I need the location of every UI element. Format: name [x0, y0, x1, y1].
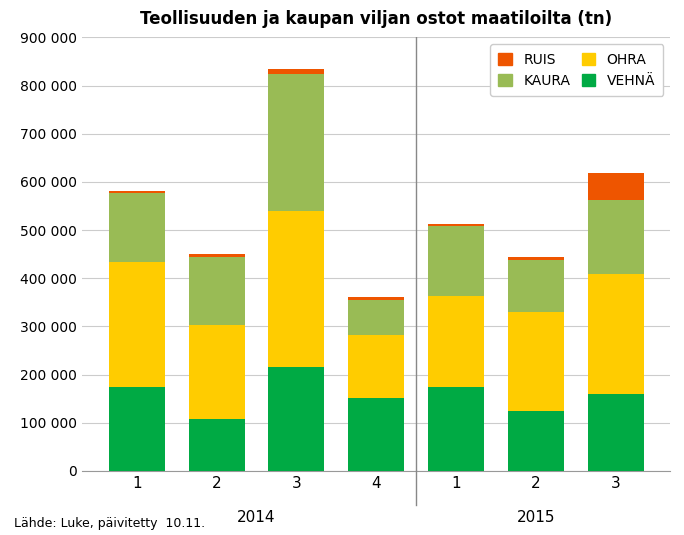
- Bar: [428, 296, 484, 386]
- Bar: [109, 194, 165, 262]
- Bar: [268, 68, 324, 73]
- Bar: [588, 173, 644, 200]
- Bar: [268, 211, 324, 367]
- Bar: [428, 224, 484, 226]
- Bar: [508, 260, 564, 312]
- Bar: [508, 411, 564, 471]
- Bar: [109, 262, 165, 386]
- Bar: [348, 398, 404, 471]
- Title: Teollisuuden ja kaupan viljan ostot maatiloilta (tn): Teollisuuden ja kaupan viljan ostot maat…: [140, 10, 612, 28]
- Bar: [189, 325, 244, 419]
- Bar: [588, 274, 644, 394]
- Bar: [508, 257, 564, 260]
- Text: Lähde: Luke, päivitetty  10.11.: Lähde: Luke, päivitetty 10.11.: [14, 517, 205, 530]
- Bar: [588, 394, 644, 471]
- Bar: [189, 419, 244, 471]
- Bar: [189, 257, 244, 325]
- Bar: [428, 386, 484, 471]
- Bar: [588, 200, 644, 274]
- Bar: [348, 297, 404, 300]
- Bar: [508, 312, 564, 411]
- Legend: RUIS, KAURA, OHRA, VEHNÄ: RUIS, KAURA, OHRA, VEHNÄ: [490, 44, 663, 96]
- Bar: [189, 254, 244, 257]
- Text: 2015: 2015: [516, 510, 555, 525]
- Bar: [348, 300, 404, 335]
- Bar: [268, 367, 324, 471]
- Bar: [268, 73, 324, 211]
- Text: 2014: 2014: [237, 510, 276, 525]
- Bar: [348, 335, 404, 398]
- Bar: [428, 226, 484, 296]
- Bar: [109, 386, 165, 471]
- Bar: [109, 191, 165, 194]
